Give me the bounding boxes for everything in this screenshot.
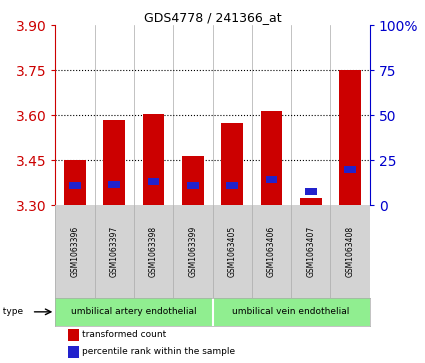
- Title: GDS4778 / 241366_at: GDS4778 / 241366_at: [144, 11, 281, 24]
- Bar: [300, 198, 322, 205]
- Bar: [147, 178, 159, 184]
- Bar: [305, 188, 317, 195]
- Bar: [221, 123, 243, 205]
- Text: GSM1063407: GSM1063407: [306, 226, 315, 277]
- Text: GSM1063405: GSM1063405: [228, 226, 237, 277]
- Text: transformed count: transformed count: [82, 330, 166, 339]
- Bar: [68, 329, 79, 341]
- Bar: [182, 156, 204, 205]
- Text: GSM1063399: GSM1063399: [188, 226, 197, 277]
- Bar: [68, 346, 79, 358]
- Text: umbilical vein endothelial: umbilical vein endothelial: [232, 307, 350, 316]
- Text: umbilical artery endothelial: umbilical artery endothelial: [71, 307, 197, 316]
- Text: cell type: cell type: [0, 307, 24, 316]
- Bar: [103, 120, 125, 205]
- Bar: [339, 70, 361, 205]
- Bar: [344, 166, 356, 172]
- Bar: [226, 183, 238, 189]
- Bar: [69, 183, 81, 189]
- Bar: [261, 111, 282, 205]
- Text: GSM1063406: GSM1063406: [267, 226, 276, 277]
- Bar: [187, 183, 199, 189]
- Bar: [64, 160, 86, 205]
- Text: GSM1063408: GSM1063408: [346, 226, 354, 277]
- Bar: [108, 181, 120, 188]
- Bar: [266, 176, 278, 183]
- Text: GSM1063396: GSM1063396: [71, 226, 79, 277]
- Text: GSM1063397: GSM1063397: [110, 226, 119, 277]
- Text: GSM1063398: GSM1063398: [149, 226, 158, 277]
- Bar: [143, 114, 164, 205]
- Text: percentile rank within the sample: percentile rank within the sample: [82, 347, 235, 356]
